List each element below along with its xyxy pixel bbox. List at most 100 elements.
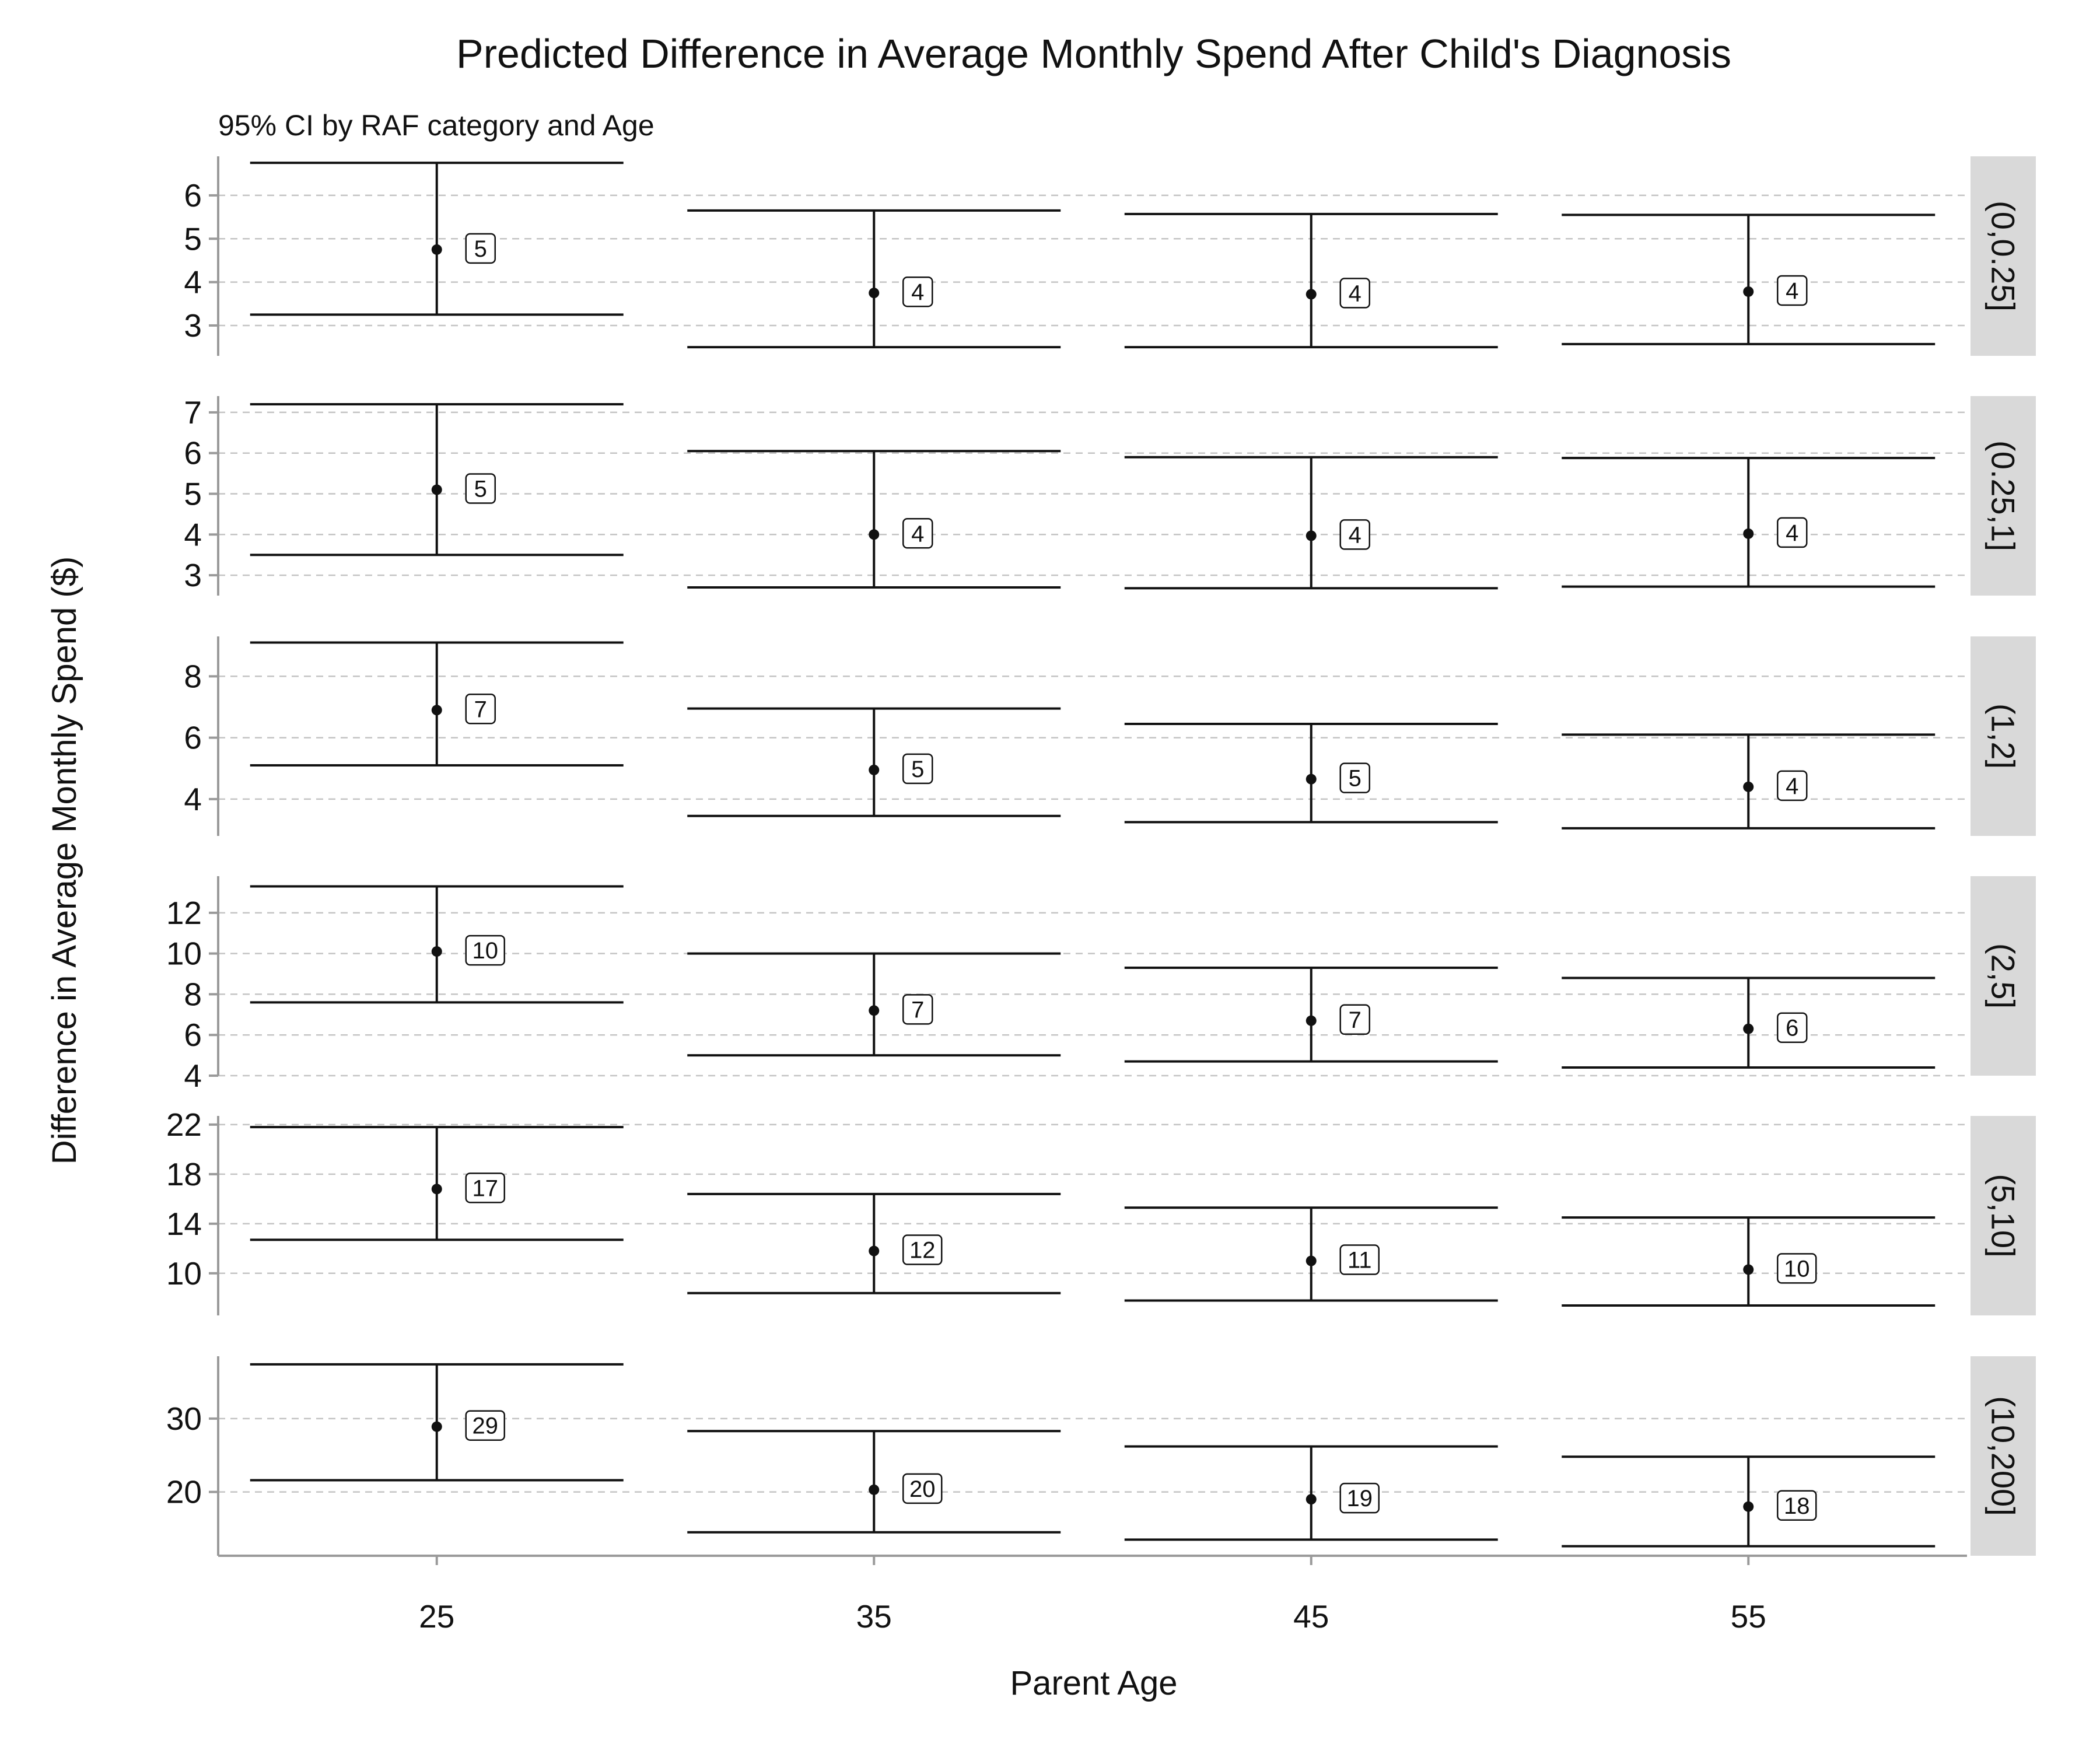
error-bar-group: 29 [250,1363,624,1482]
estimate-point [1743,286,1754,297]
error-bar-group: 7 [1124,967,1498,1063]
error-bar-group: 4 [1562,457,1936,588]
estimate-point [1743,781,1754,792]
value-label-box [465,1172,505,1203]
value-label-box [1339,1244,1380,1275]
y-tick-label: 3 [184,307,202,344]
value-label-box [1339,278,1370,309]
estimate-point [869,288,880,299]
value-label-box [902,994,933,1025]
estimate-point [431,244,442,255]
y-tick-label: 5 [184,220,202,257]
value-label: 19 [1347,1486,1373,1511]
value-label-box [1339,762,1370,793]
value-label-box [1777,1490,1817,1521]
value-label-box [1777,517,1808,548]
value-label: 12 [909,1238,936,1264]
y-tick-label: 22 [166,1107,202,1143]
estimate-point [1743,528,1754,539]
estimate-point [1306,1494,1317,1505]
estimate-point [431,705,442,716]
y-tick-label: 7 [184,394,202,430]
error-bar-group: 4 [1124,456,1498,590]
value-label-box [902,753,933,785]
error-bar-group: 7 [250,641,624,766]
facet-panel: 10 14 18 22 (5,10] 17 12 11 10 [166,1107,2036,1315]
value-label-box [1777,1012,1808,1043]
value-label: 11 [1348,1248,1372,1273]
value-label: 5 [474,236,487,262]
value-label-box [1777,1253,1817,1284]
value-label: 4 [911,521,924,547]
x-tick-label: 35 [856,1598,892,1634]
value-label: 29 [473,1413,499,1439]
error-bar-group: 17 [250,1126,624,1241]
value-label: 5 [474,477,487,502]
facet-strip [1971,1356,2036,1556]
error-bar-group: 7 [687,952,1061,1057]
error-bar-group: 4 [687,450,1061,589]
error-bar-group: 5 [1124,722,1498,824]
value-label-box [1339,519,1370,550]
value-label: 4 [1786,278,1798,304]
x-axis-title: Parent Age [1010,1664,1178,1702]
y-tick-label: 4 [184,1058,202,1094]
facet-strip [1971,396,2036,596]
estimate-point [869,529,880,540]
estimate-point [431,1421,442,1432]
error-bar-group: 18 [1562,1455,1936,1548]
facet-strip-label: (2,5] [1985,943,2022,1009]
y-tick-label: 3 [184,557,202,593]
y-tick-label: 4 [184,781,202,817]
value-label-box [465,233,496,264]
error-bar-group: 4 [1562,733,1936,830]
value-label-box [465,935,505,966]
value-label-box [902,1234,943,1265]
value-label: 7 [474,696,487,722]
estimate-point [1306,530,1317,541]
chart-subtitle: 95% CI by RAF category and Age [218,109,654,142]
value-label: 10 [1784,1256,1810,1282]
y-tick-label: 18 [166,1156,202,1192]
x-tick-label: 55 [1731,1598,1766,1634]
value-label-box [1777,770,1808,802]
y-axis-title: Difference in Average Monthly Spend ($) [46,556,83,1164]
error-bar-group: 4 [687,209,1061,349]
error-bar-group: 20 [687,1430,1061,1534]
error-bar-group: 5 [250,402,624,556]
value-label: 5 [911,757,924,782]
y-tick-label: 10 [166,1255,202,1292]
facet-strip [1971,1116,2036,1315]
facet-strip [1971,876,2036,1076]
error-bar-group: 6 [1562,977,1936,1069]
error-bar-group: 10 [1562,1216,1936,1307]
x-axis: 25 35 45 55 [218,1555,1967,1634]
value-label-box [1339,1482,1380,1514]
estimate-point [431,484,442,495]
error-bar-group: 10 [250,885,624,1004]
estimate-point [869,764,880,775]
value-label: 17 [473,1175,499,1201]
value-label: 5 [1349,766,1362,792]
value-label-box [1339,1004,1370,1035]
estimate-point [1306,774,1317,785]
value-label: 10 [473,938,499,964]
y-tick-label: 4 [184,264,202,300]
value-label-box [902,276,933,307]
estimate-point [1306,289,1317,300]
facet-strip-label: (0,0.25] [1985,201,2022,312]
facet-panel: 4 6 8 10 12 (2,5] 10 7 7 6 [166,876,2036,1094]
value-label-box [1777,275,1808,306]
y-tick-label: 6 [184,435,202,471]
estimate-point [869,1005,880,1016]
y-tick-label: 4 [184,516,202,552]
y-tick-label: 14 [166,1206,202,1242]
error-bar-group: 5 [687,707,1061,817]
y-tick-label: 8 [184,976,202,1012]
error-bar-group: 12 [687,1192,1061,1294]
error-bar-group: 5 [250,162,624,316]
value-label: 7 [1349,1007,1362,1033]
x-tick-label: 25 [419,1598,454,1634]
value-label: 4 [1786,520,1798,546]
value-label: 4 [1349,281,1362,306]
